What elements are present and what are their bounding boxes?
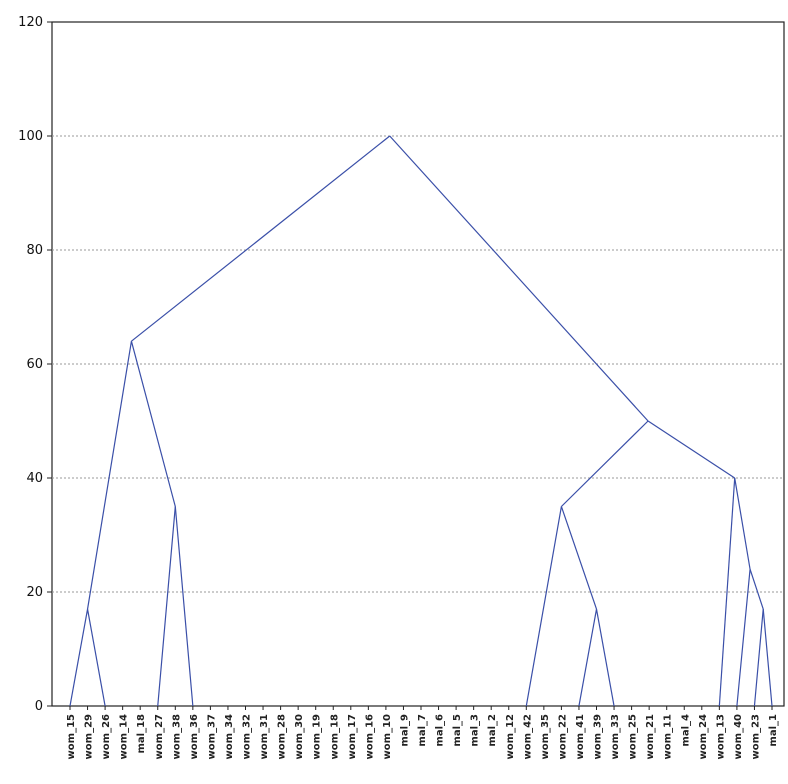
x-tick-label-wom_13: wom_13 (715, 714, 726, 759)
x-tick-label-mal_5: mal_5 (452, 714, 463, 747)
x-tick-label-wom_32: wom_32 (242, 714, 253, 759)
y-tick-label-60: 60 (26, 357, 43, 372)
x-tick-label-wom_31: wom_31 (259, 714, 270, 759)
x-tick-label-wom_22: wom_22 (557, 714, 568, 759)
dendrogram-branch-4-left (525, 506, 562, 707)
x-tick-label-wom_26: wom_26 (101, 714, 112, 759)
dendrogram-tree (69, 135, 773, 707)
x-tick-label-wom_29: wom_29 (84, 714, 95, 759)
y-axis-ticks: 0 20 40 60 80 100 120 (18, 15, 52, 714)
dendrogram-branch-2-left (86, 341, 133, 610)
grid-layer (52, 135, 784, 593)
x-tick-label-wom_21: wom_21 (645, 714, 656, 759)
dendrogram-branch-9-left (131, 135, 391, 342)
x-tick-label-wom_10: wom_10 (382, 714, 393, 759)
x-tick-label-wom_12: wom_12 (505, 714, 516, 759)
dendrogram-branch-1-right (174, 506, 194, 707)
x-tick-label-wom_11: wom_11 (663, 714, 674, 759)
x-tick-label-wom_33: wom_33 (610, 714, 621, 759)
x-tick-label-wom_25: wom_25 (628, 714, 639, 759)
dendrogram-branch-4-right (560, 506, 598, 610)
x-tick-label-wom_18: wom_18 (329, 714, 340, 759)
y-tick-label-20: 20 (26, 585, 43, 600)
x-tick-label-wom_34: wom_34 (224, 714, 235, 759)
x-tick-label-wom_24: wom_24 (698, 714, 709, 759)
dendrogram-branch-6-left (736, 569, 751, 707)
x-tick-label-wom_35: wom_35 (540, 714, 551, 759)
x-tick-label-mal_9: mal_9 (399, 714, 410, 747)
dendrogram-branch-1-left (157, 506, 176, 707)
x-tick-label-wom_14: wom_14 (119, 714, 130, 759)
x-tick-label-wom_37: wom_37 (206, 714, 217, 759)
x-tick-label-mal_2: mal_2 (487, 714, 498, 747)
y-tick-label-80: 80 (26, 243, 43, 258)
x-tick-label-wom_28: wom_28 (277, 714, 288, 759)
dendrogram-branch-0-left (69, 608, 89, 707)
x-tick-label-wom_41: wom_41 (575, 714, 586, 759)
x-tick-label-wom_30: wom_30 (294, 714, 305, 759)
dendrogram-branch-2-right (130, 341, 176, 507)
dendrogram-branch-9-right (389, 135, 649, 422)
x-axis-ticks: wom_15 wom_29 wom_26 wom_14 mal_18 wom_27 wom_… (66, 706, 779, 759)
y-tick-label-120: 120 (18, 15, 43, 30)
dendrogram-branch-5-left (753, 609, 764, 707)
dendrogram-branch-0-right (86, 608, 106, 707)
x-tick-label-wom_42: wom_42 (522, 714, 533, 759)
x-tick-label-mal_6: mal_6 (435, 714, 446, 747)
x-tick-label-wom_39: wom_39 (593, 714, 604, 759)
x-tick-label-wom_16: wom_16 (364, 714, 375, 759)
dendrogram-branch-8-left (560, 420, 649, 507)
dendrogram-branch-5-right (762, 609, 773, 707)
y-tick-label-100: 100 (18, 129, 43, 144)
x-tick-label-mal_3: mal_3 (470, 714, 481, 747)
x-tick-label-mal_1: mal_1 (768, 714, 779, 747)
x-tick-label-wom_38: wom_38 (171, 714, 182, 759)
x-tick-label-mal_18: mal_18 (136, 714, 147, 754)
dendrogram-branch-3-left (578, 608, 598, 707)
dendrogram-branch-7-left (718, 477, 736, 707)
x-tick-label-mal_7: mal_7 (417, 714, 428, 747)
x-tick-label-wom_27: wom_27 (154, 714, 165, 759)
x-tick-label-wom_15: wom_15 (66, 714, 77, 759)
x-tick-label-wom_17: wom_17 (347, 714, 358, 759)
dendrogram-branch-6-right (749, 569, 764, 610)
dendrogram-branch-7-right (734, 477, 751, 570)
x-tick-label-wom_36: wom_36 (189, 714, 200, 759)
x-tick-label-wom_40: wom_40 (733, 714, 744, 759)
x-tick-label-wom_23: wom_23 (750, 714, 761, 759)
dendrogram-branch-8-right (647, 420, 736, 479)
x-tick-label-mal_4: mal_4 (680, 714, 691, 747)
y-tick-label-0: 0 (35, 699, 43, 714)
dendrogram-branch-3-right (595, 608, 615, 707)
x-tick-label-wom_19: wom_19 (312, 714, 323, 759)
y-tick-label-40: 40 (26, 471, 43, 486)
